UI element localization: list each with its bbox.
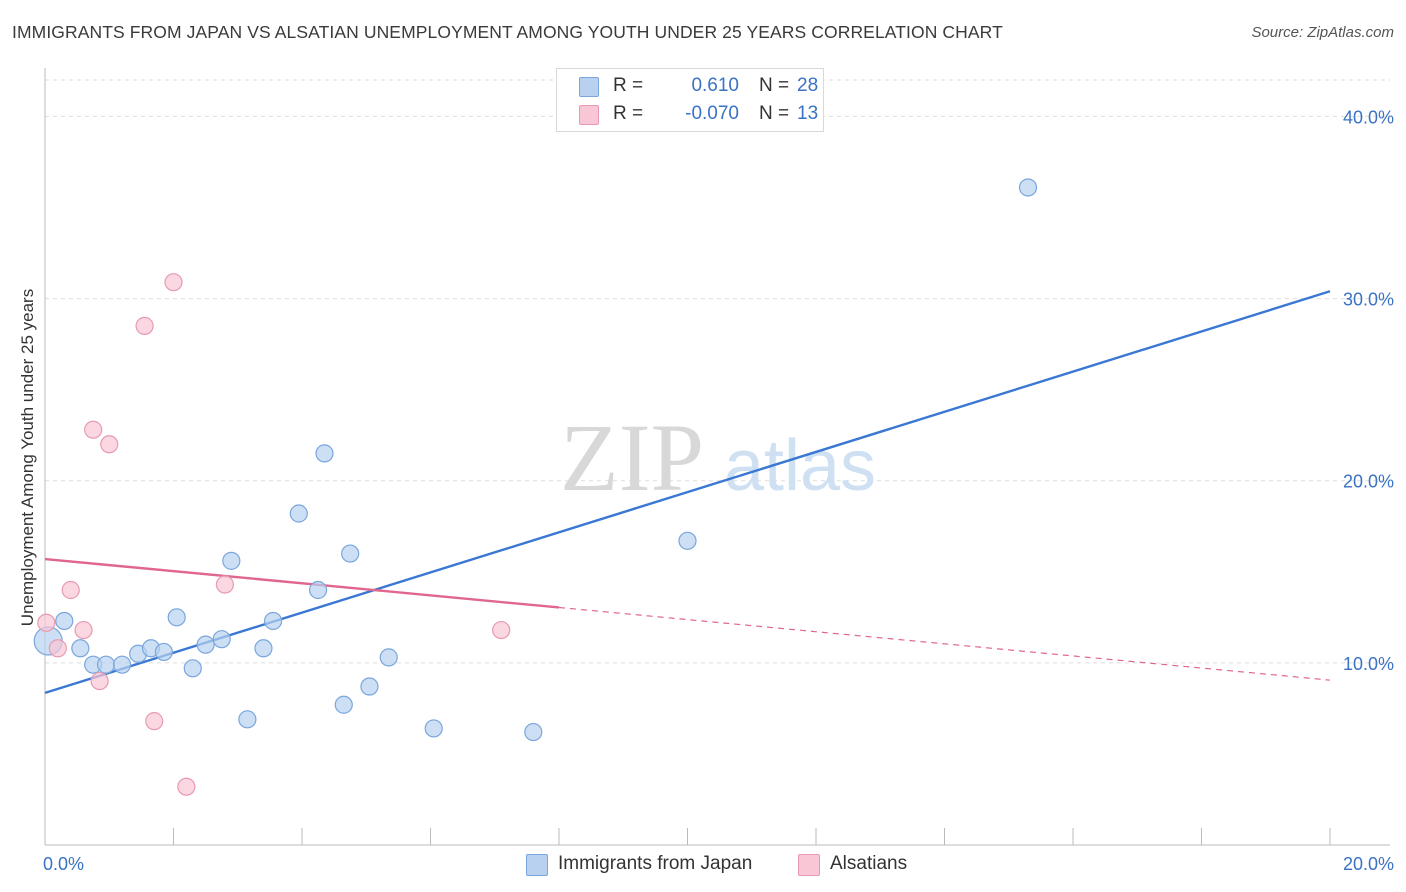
point-japan	[315, 444, 334, 463]
legend-r-value-japan: 0.610	[691, 75, 739, 96]
point-alsatian	[84, 420, 103, 439]
point-alsatian	[145, 712, 164, 731]
point-alsatian	[177, 777, 196, 796]
legend-n-label: N =	[759, 75, 790, 96]
watermark-atlas: atlas	[724, 426, 876, 506]
point-japan	[55, 611, 74, 631]
bottom-legend-swatch-alsatian	[798, 854, 820, 876]
axes	[44, 68, 1390, 846]
trend-lines	[44, 290, 1331, 695]
data-points	[33, 178, 1038, 796]
legend-r-label: R =	[613, 103, 644, 124]
point-japan	[1018, 178, 1038, 197]
trend-line-japan	[44, 290, 1331, 695]
legend-swatch-alsatian	[579, 105, 599, 125]
bottom-legend-label-japan: Immigrants from Japan	[558, 853, 753, 874]
bottom-legend-swatch-japan	[526, 854, 548, 876]
point-alsatian	[492, 620, 511, 640]
legend-n-label: N =	[759, 103, 790, 124]
point-alsatian	[61, 580, 80, 600]
point-japan	[424, 719, 443, 738]
watermark: ZIP atlas	[560, 404, 876, 511]
point-japan	[238, 710, 257, 729]
legend-n-value-alsatian: 13	[797, 103, 819, 124]
point-japan	[196, 635, 215, 654]
y-tick-label: 30.0%	[1343, 290, 1394, 310]
point-japan	[154, 642, 173, 662]
point-japan	[183, 659, 202, 678]
point-japan	[167, 608, 186, 627]
x-tick-label: 20.0%	[1343, 854, 1394, 874]
point-japan	[360, 677, 379, 696]
point-alsatian	[164, 273, 183, 292]
y-tick-label: 40.0%	[1343, 107, 1394, 127]
point-japan	[334, 695, 353, 714]
point-japan	[289, 504, 308, 523]
y-axis-label: Unemployment Among Youth under 25 years	[18, 289, 37, 626]
grid	[45, 79, 1390, 664]
point-japan	[263, 611, 283, 631]
y-tick-label: 10.0%	[1343, 654, 1394, 674]
tick-labels: 10.0% 20.0% 30.0% 40.0% 0.0% 20.0%	[43, 107, 1394, 874]
point-japan	[71, 639, 90, 658]
point-alsatian	[74, 620, 93, 640]
point-alsatian	[90, 671, 109, 691]
point-japan	[96, 655, 116, 674]
legend-swatch-japan	[579, 77, 599, 97]
point-japan	[308, 580, 328, 600]
point-japan	[341, 544, 360, 563]
legend-r-value-alsatian: -0.070	[685, 103, 739, 124]
legend-n-value-japan: 28	[797, 75, 819, 96]
point-japan	[212, 630, 231, 649]
point-alsatian	[135, 316, 154, 335]
watermark-zip: ZIP	[560, 404, 704, 511]
correlation-legend: R = 0.610 N = 28 R = -0.070 N = 13	[556, 68, 824, 132]
point-japan	[524, 722, 543, 742]
point-alsatian	[215, 575, 234, 594]
x-tick-label: 0.0%	[43, 854, 84, 874]
y-tick-label: 20.0%	[1343, 472, 1394, 492]
point-japan	[678, 531, 697, 550]
point-alsatian	[48, 639, 67, 658]
chart-title: IMMIGRANTS FROM JAPAN VS ALSATIAN UNEMPL…	[12, 22, 1003, 42]
point-japan	[112, 655, 132, 674]
point-japan	[222, 551, 241, 570]
bottom-legend-label-alsatian: Alsatians	[830, 853, 908, 874]
point-alsatian	[37, 613, 56, 632]
point-japan	[254, 639, 273, 658]
legend-r-label: R =	[613, 75, 644, 96]
trend-line-alsatian	[44, 557, 560, 609]
point-japan	[379, 648, 398, 667]
source-label: Source: ZipAtlas.com	[1251, 24, 1394, 41]
point-alsatian	[100, 435, 119, 454]
trend-line-alsatian-extension	[558, 606, 1331, 681]
